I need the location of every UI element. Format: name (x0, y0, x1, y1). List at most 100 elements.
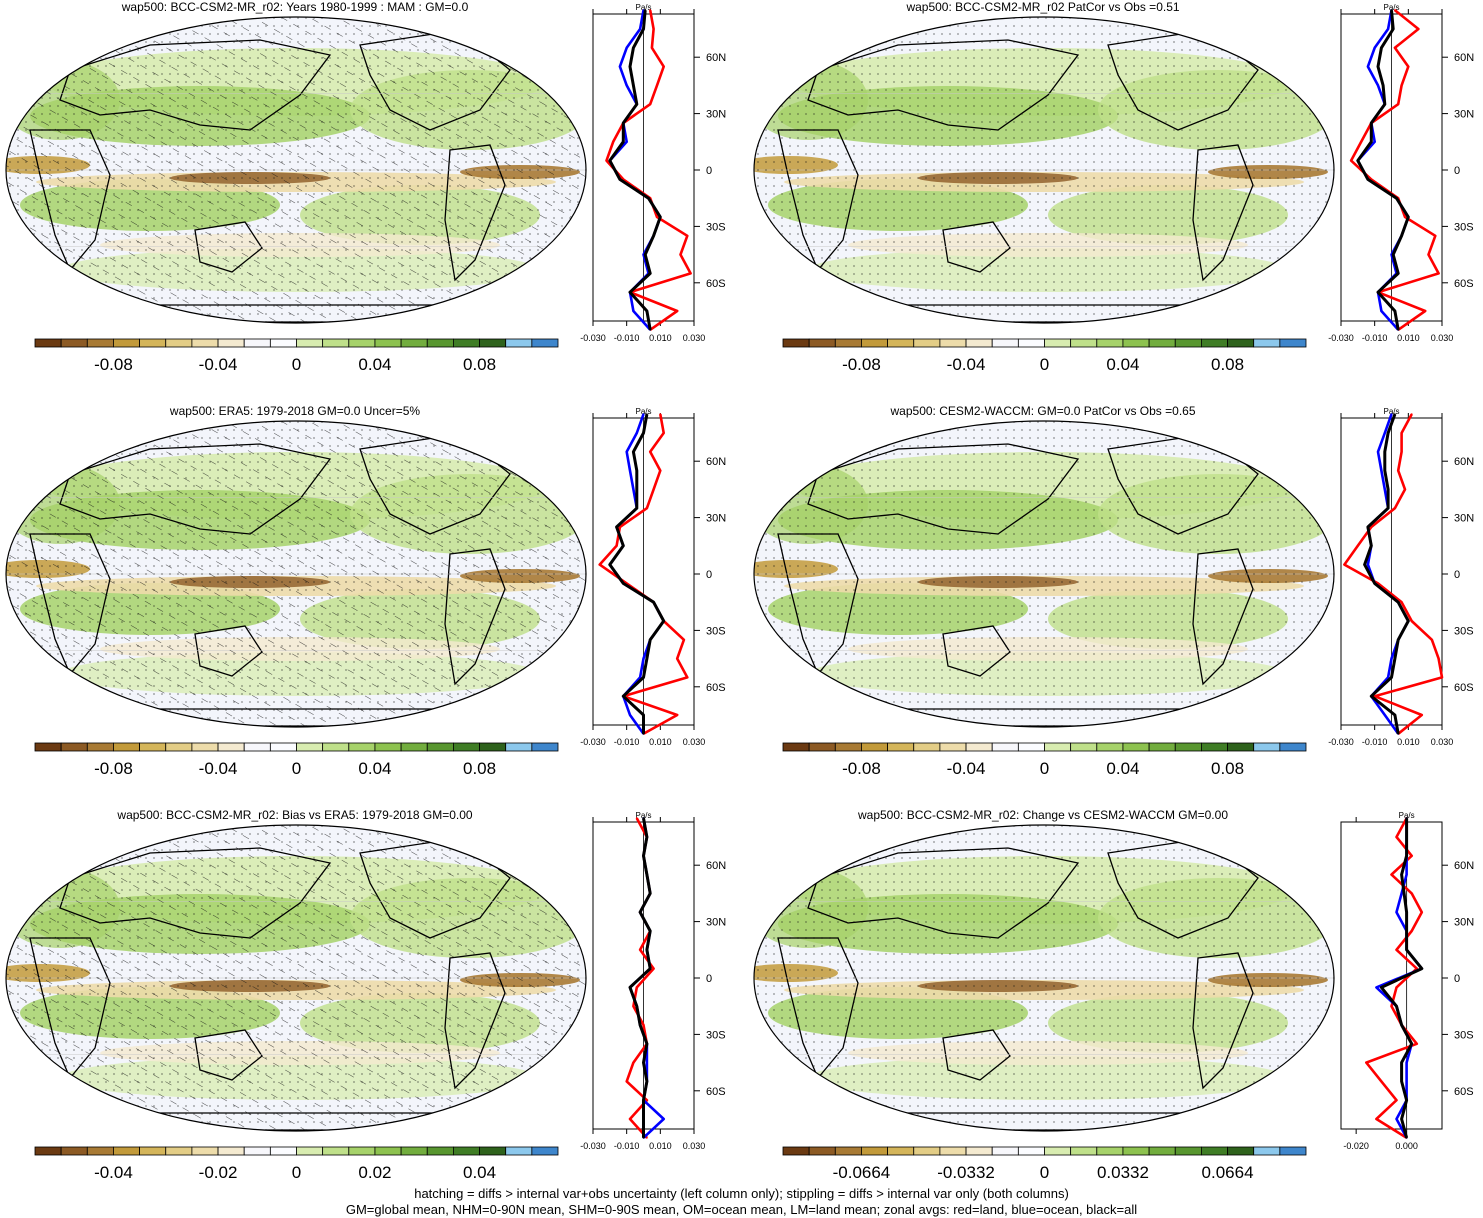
colorbar-swatch (479, 742, 507, 752)
robinson-map (6, 421, 586, 727)
zonal-point-all (649, 967, 652, 970)
zonal-point-ocean (1383, 714, 1386, 716)
colorbar-swatch (1279, 742, 1307, 752)
zonal-point-land (1360, 140, 1363, 143)
zonal-point-land (1393, 507, 1396, 510)
colorbar-swatch (1200, 742, 1228, 752)
zonal-point-land (635, 986, 638, 989)
zonal-point-land (676, 657, 679, 660)
colorbar-tick-label: -0.0664 (833, 1163, 891, 1182)
zonal-point-all (645, 1080, 648, 1083)
zonal-point-all (632, 450, 635, 453)
zonal-point-all (639, 1024, 642, 1026)
colorbar-swatch (991, 1146, 1019, 1156)
zonal-point-all (1420, 967, 1423, 970)
zonal-frame (1340, 821, 1443, 1130)
zonal-point-land (1400, 432, 1403, 434)
colorbar-swatch (348, 1146, 376, 1156)
y-tick-label: 30N (1454, 917, 1474, 929)
colorbar-swatch (1017, 338, 1045, 348)
colorbar-swatch (913, 1146, 941, 1156)
zonal-point-all (662, 620, 665, 622)
zonal-point-all (1397, 328, 1400, 331)
colorbar-swatch (1044, 742, 1072, 752)
colorbar-swatch (191, 742, 219, 752)
stippling-overlay (754, 421, 1334, 727)
zonal-point-ocean (625, 450, 628, 453)
zonal-point-land (1390, 1005, 1393, 1008)
zonal-point-all (1390, 9, 1393, 12)
zonal-point-land (1415, 1042, 1418, 1045)
colorbar-swatch (965, 338, 993, 348)
colorbar-swatch (1122, 338, 1150, 348)
colorbar-swatch (991, 338, 1019, 348)
colorbar-tick-label: 0.08 (463, 355, 496, 374)
zonal-point-all (1377, 65, 1379, 68)
colorbar-tick-label: -0.08 (94, 355, 133, 374)
zonal-point-ocean (1367, 65, 1369, 68)
colorbar-swatch (834, 1146, 862, 1156)
zonal-point-land (683, 638, 685, 641)
zonal-point-land (645, 1136, 648, 1139)
zonal-point-ocean (642, 657, 645, 660)
colorbar-swatch (1227, 1146, 1255, 1156)
colorbar-swatch (861, 1146, 888, 1156)
colorbar-tick-label: 0.04 (463, 1163, 496, 1182)
zonal-point-all (1392, 253, 1395, 256)
zonal-line-all (608, 413, 666, 734)
zonal-point-ocean (1367, 563, 1369, 566)
zonal-point-all (1393, 310, 1396, 312)
colorbar-swatch (1279, 338, 1307, 348)
colorbar-swatch (505, 1146, 533, 1156)
zonal-point-land (612, 140, 615, 143)
colorbar-tick-label: 0 (292, 1163, 301, 1182)
zonal-point-all (649, 892, 652, 895)
y-tick-label: 30S (1454, 221, 1474, 233)
colorbar-swatch (939, 1146, 967, 1156)
colorbar-swatch (165, 1146, 193, 1156)
zonal-point-all (1405, 817, 1408, 820)
y-tick-label: 30N (706, 513, 726, 525)
zonal-point-ocean (1405, 1080, 1408, 1083)
zonal-point-ocean (635, 432, 638, 434)
colorbar-swatch (887, 1146, 915, 1156)
zonal-point-land (686, 676, 689, 679)
colorbar-swatch (1122, 742, 1150, 752)
zonal-point-land (1390, 873, 1393, 876)
zonal-point-all (642, 432, 645, 434)
colorbar-swatch (426, 1146, 454, 1156)
zonal-point-all (622, 544, 625, 547)
colorbar-swatch (505, 742, 533, 752)
zonal-point-land (1404, 216, 1406, 218)
zonal-line-all (1363, 413, 1410, 735)
colorbar-swatch (1070, 1146, 1098, 1156)
zonal-point-land (1400, 450, 1403, 453)
x-tick-label: 0.030 (683, 1141, 706, 1151)
zonal-point-all (1370, 544, 1373, 547)
colorbar-tick-label: -0.08 (94, 759, 133, 778)
zonal-point-all (642, 1061, 645, 1064)
map-border (5, 420, 587, 728)
panel-title: wap500: BCC-CSM2-MR_r02: Change vs CESM2… (857, 808, 1228, 822)
colorbar-tick-label: 0.0664 (1202, 1163, 1254, 1182)
colorbar-swatch (139, 1146, 167, 1156)
colorbar-swatch (1227, 338, 1255, 348)
x-tick-label: -0.010 (614, 737, 640, 747)
x-tick-label: 0.030 (683, 333, 706, 343)
zonal-point-ocean (625, 84, 628, 87)
zonal-mean-plot: Pa/s -0.030 -0.010 0.010 0.030 60N 30N 0 30S 60S (1328, 3, 1474, 343)
zonal-point-ocean (1400, 892, 1403, 895)
zonal-point-all (649, 272, 652, 275)
zonal-point-ocean (1380, 469, 1383, 472)
y-tick-label: 60N (1454, 52, 1474, 64)
colorbar-swatch (939, 742, 967, 752)
colorbar-swatch (887, 742, 915, 752)
zonal-point-all (645, 657, 648, 660)
zonal-point-land (625, 1080, 628, 1083)
zonal-point-all (644, 9, 647, 12)
y-tick-label: 60N (706, 52, 726, 64)
zonal-point-land (639, 948, 642, 951)
x-tick-label: -0.030 (580, 737, 606, 747)
colorbar-tick-label: 0 (1040, 355, 1049, 374)
colorbar-swatch (217, 742, 245, 752)
